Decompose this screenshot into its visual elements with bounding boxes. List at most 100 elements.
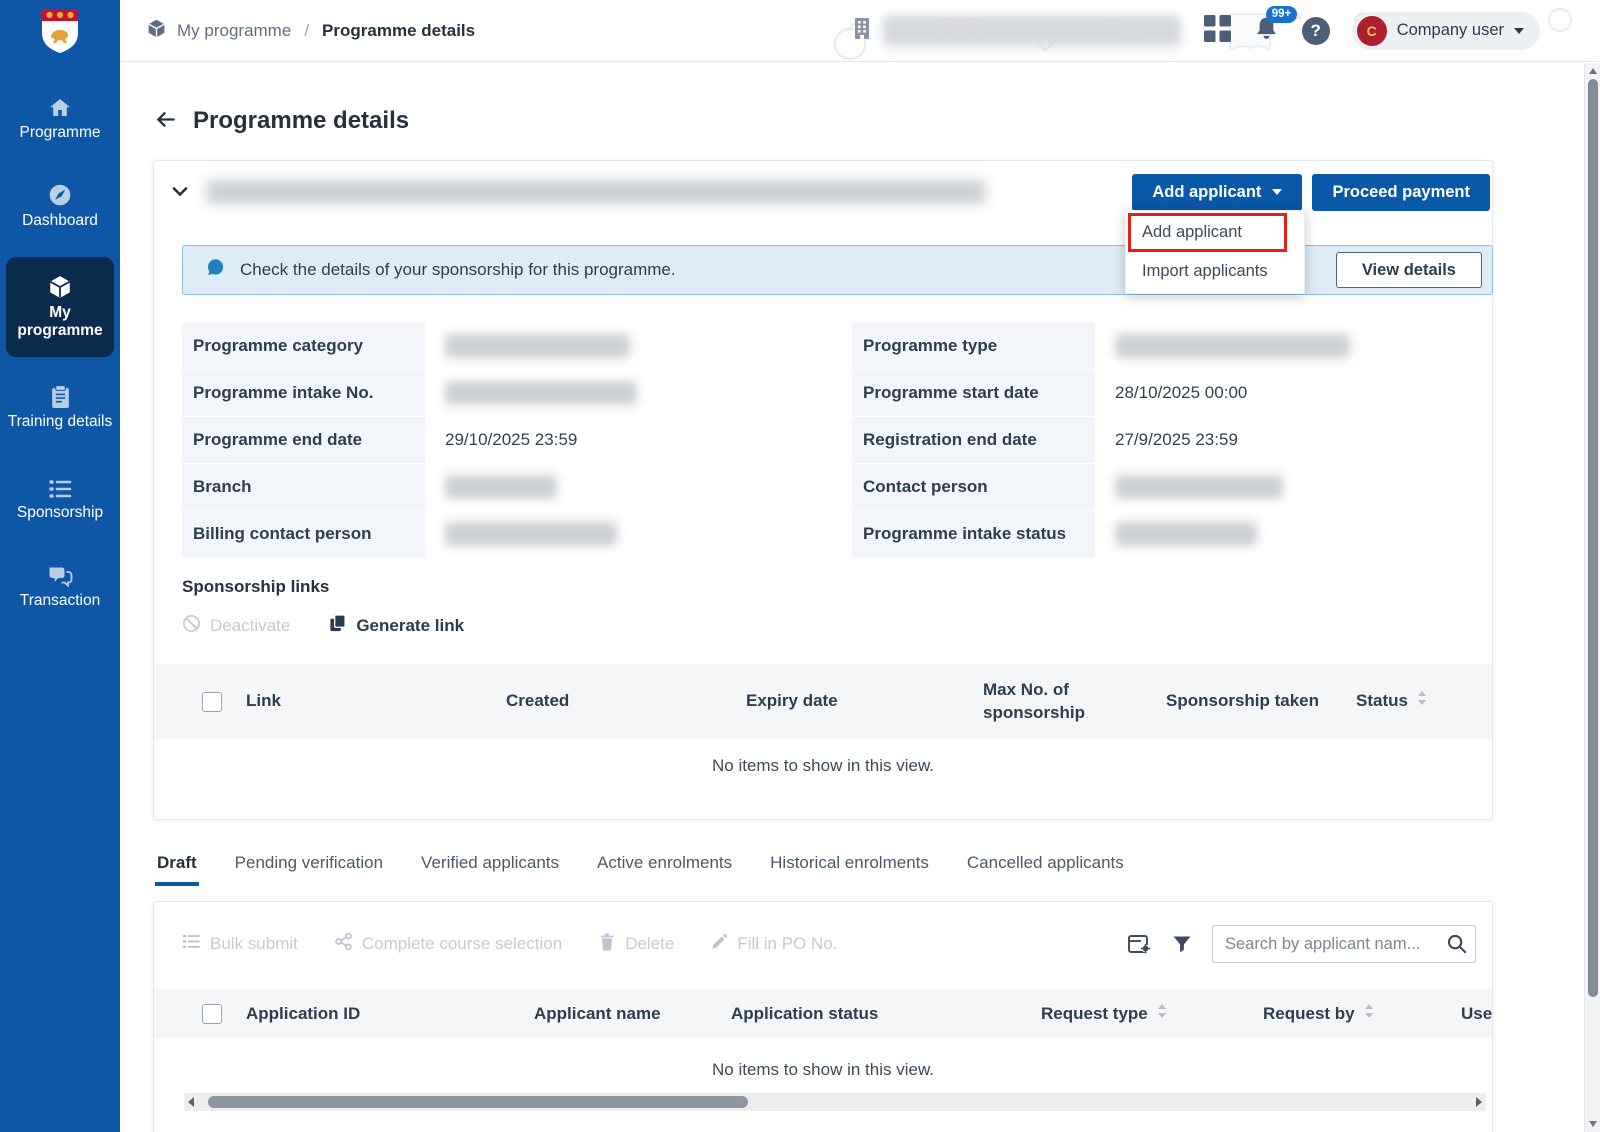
field-row: Programme type xyxy=(852,323,1493,369)
sponsorship-links-toolbar: Deactivate Generate link xyxy=(182,613,464,638)
ban-icon xyxy=(182,614,201,638)
select-all-checkbox[interactable] xyxy=(202,1003,222,1024)
view-details-button[interactable]: View details xyxy=(1335,252,1482,288)
trash-icon xyxy=(598,932,616,957)
page-title-row: Programme details xyxy=(154,107,409,135)
column-header-request-by[interactable]: Request by xyxy=(1263,1003,1461,1024)
filter-icon[interactable] xyxy=(1172,934,1192,954)
chevron-down-icon xyxy=(172,185,188,200)
pen-icon xyxy=(710,933,728,956)
proceed-payment-button[interactable]: Proceed payment xyxy=(1312,173,1490,211)
field-value: 28/10/2025 00:00 xyxy=(1115,383,1248,402)
scroll-down-arrow[interactable] xyxy=(1589,1121,1597,1127)
column-header-max-sponsorship: Max No. of sponsorship xyxy=(983,679,1086,722)
field-value-redacted xyxy=(445,522,617,546)
apps-grid-button[interactable] xyxy=(1203,14,1231,47)
tab-cancelled-applicants[interactable]: Cancelled applicants xyxy=(966,853,1124,872)
field-value-redacted xyxy=(445,475,557,499)
sidebar: Programme Dashboard My programme Trainin… xyxy=(0,0,120,1132)
search-input[interactable] xyxy=(1213,934,1475,954)
proceed-payment-label: Proceed payment xyxy=(1332,182,1470,201)
programme-fields: Programme category Programme intake No. … xyxy=(182,323,1493,557)
generate-link-button[interactable]: Generate link xyxy=(328,613,464,638)
sidebar-item-dashboard[interactable]: Dashboard xyxy=(7,182,113,230)
back-button[interactable] xyxy=(154,108,177,134)
column-header-sponsorship-taken: Sponsorship taken xyxy=(1166,691,1320,711)
menu-item-label: Import applicants xyxy=(1142,262,1268,280)
tab-historical-enrolments[interactable]: Historical enrolments xyxy=(770,853,929,872)
sidebar-item-label: Transaction xyxy=(19,591,101,609)
breadcrumb: My programme / Programme details xyxy=(146,18,475,44)
search-icon[interactable] xyxy=(1446,933,1468,960)
page-vertical-scrollbar[interactable] xyxy=(1584,63,1600,1132)
select-all-checkbox[interactable] xyxy=(202,691,222,712)
sidebar-item-transaction[interactable]: Transaction xyxy=(7,562,113,610)
deactivate-button[interactable]: Deactivate xyxy=(182,614,290,638)
add-applicant-button[interactable]: Add applicant xyxy=(1132,173,1303,211)
building-icon xyxy=(852,16,872,46)
sidebar-item-label: Dashboard xyxy=(22,211,98,229)
applicant-tabs: Draft Pending verification Verified appl… xyxy=(155,853,1126,886)
bulk-submit-button[interactable]: Bulk submit xyxy=(182,933,298,955)
field-label: Programme intake No. xyxy=(182,370,425,416)
vertical-scroll-thumb[interactable] xyxy=(1588,79,1598,997)
collapse-toggle[interactable] xyxy=(172,185,188,200)
column-header-applicant-name: Applicant name xyxy=(534,1003,661,1023)
fill-in-po-button[interactable]: Fill in PO No. xyxy=(710,933,837,956)
delete-label: Delete xyxy=(625,934,675,953)
programme-details-card: Add applicant Proceed payment Add applic… xyxy=(153,160,1493,820)
column-header-label: Request type xyxy=(1041,1003,1148,1023)
bulk-submit-label: Bulk submit xyxy=(210,934,298,953)
help-button[interactable]: ? xyxy=(1301,16,1330,45)
sidebar-item-my-programme[interactable]: My programme xyxy=(6,257,114,357)
clipboard-icon xyxy=(49,383,72,409)
scroll-right-arrow[interactable] xyxy=(1476,1097,1482,1107)
column-header-request-type[interactable]: Request type xyxy=(1041,1003,1263,1024)
tab-pending-verification[interactable]: Pending verification xyxy=(234,853,384,872)
field-row: Programme intake No. xyxy=(182,370,842,416)
menu-item-import-applicants[interactable]: Import applicants xyxy=(1126,252,1304,291)
list-icon xyxy=(48,474,73,500)
card-actions: Add applicant Proceed payment xyxy=(1132,173,1490,211)
horizontal-scroll-thumb[interactable] xyxy=(208,1096,748,1108)
column-header-link: Link xyxy=(246,691,281,711)
horizontal-scrollbar[interactable] xyxy=(184,1093,1486,1111)
company-name-redacted xyxy=(881,14,1182,47)
column-header-label: Request by xyxy=(1263,1003,1355,1023)
breadcrumb-my-programme[interactable]: My programme xyxy=(177,20,292,40)
complete-course-selection-button[interactable]: Complete course selection xyxy=(334,932,562,956)
menu-item-add-applicant[interactable]: Add applicant xyxy=(1126,213,1304,252)
column-header-status[interactable]: Status xyxy=(1356,690,1476,713)
user-menu[interactable]: C Company user xyxy=(1351,11,1540,50)
complete-course-selection-label: Complete course selection xyxy=(361,934,563,953)
table-settings-icon[interactable] xyxy=(1127,933,1152,956)
column-header-user: User xyxy=(1461,1003,1492,1023)
tab-verified-applicants[interactable]: Verified applicants xyxy=(421,853,560,872)
applications-toolbar: Bulk submit Complete course selection De… xyxy=(154,902,1492,970)
field-value: 27/9/2025 23:59 xyxy=(1115,430,1238,449)
list-icon xyxy=(182,933,201,955)
sidebar-item-programme[interactable]: Programme xyxy=(7,94,113,142)
delete-button[interactable]: Delete xyxy=(598,932,674,957)
sidebar-item-sponsorship[interactable]: Sponsorship xyxy=(7,474,113,522)
search-box xyxy=(1212,925,1476,963)
field-value-redacted xyxy=(445,334,630,358)
column-header-created: Created xyxy=(506,691,570,711)
sponsorship-links-heading: Sponsorship links xyxy=(182,577,330,596)
field-label: Billing contact person xyxy=(182,511,425,557)
page-title: Programme details xyxy=(193,107,410,134)
tab-draft[interactable]: Draft xyxy=(155,853,199,886)
programme-card-header: Add applicant Proceed payment xyxy=(154,161,1492,217)
sidebar-item-training-details[interactable]: Training details xyxy=(7,383,113,431)
applications-toolbar-right xyxy=(1127,925,1476,963)
tab-active-enrolments[interactable]: Active enrolments xyxy=(597,853,733,872)
field-label: Programme category xyxy=(182,323,425,369)
chevron-down-icon xyxy=(1514,27,1524,34)
programme-title-redacted xyxy=(206,180,986,204)
column-header-application-status: Application status xyxy=(731,1003,879,1023)
sort-icon xyxy=(1363,1003,1375,1024)
scroll-up-arrow[interactable] xyxy=(1589,68,1597,74)
notifications-button[interactable]: 99+ xyxy=(1253,5,1298,47)
apps-grid-icon xyxy=(1203,14,1231,47)
scroll-left-arrow[interactable] xyxy=(188,1097,194,1107)
